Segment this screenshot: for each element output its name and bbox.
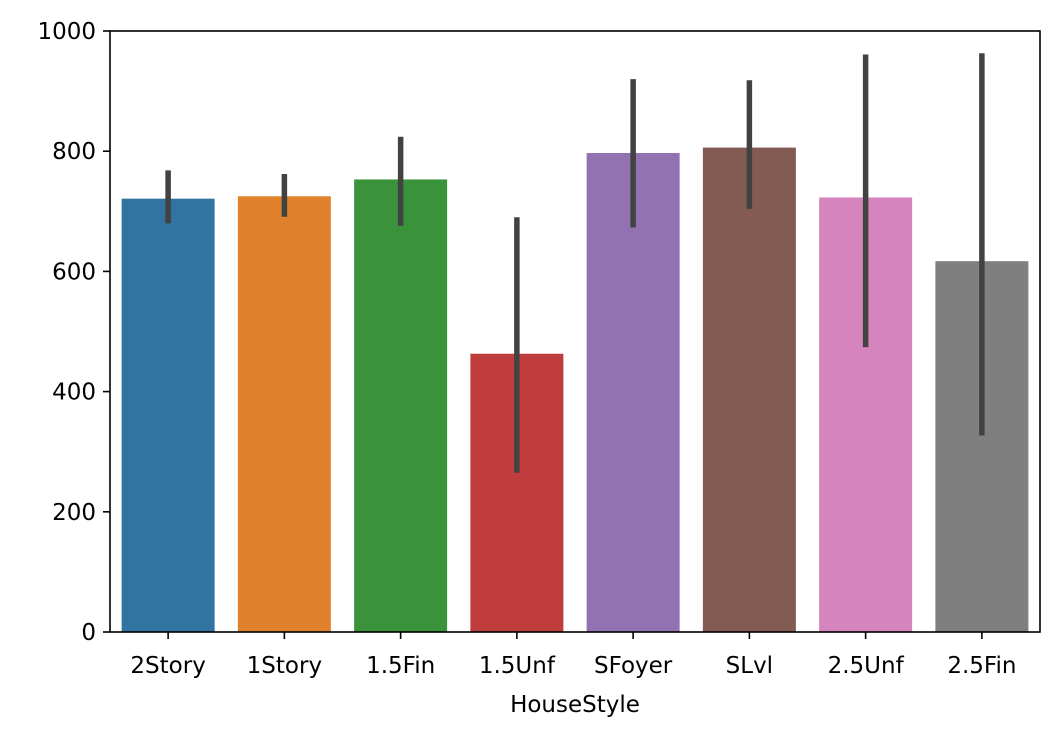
y-tick-label: 800 <box>52 139 96 165</box>
x-axis: 2Story 1Story 1.5Fin 1.5Unf SFoyer SLvl 2.5Unf… <box>130 632 1016 679</box>
error-bars-layer <box>165 53 985 473</box>
x-tick-label: 2.5Fin <box>947 653 1016 679</box>
bar-1.5Fin <box>354 179 448 632</box>
y-tick-label: 400 <box>52 380 96 406</box>
bars-layer <box>121 147 1029 633</box>
x-tick-label: SLvl <box>726 653 773 679</box>
x-tick-label: 1Story <box>247 653 322 679</box>
x-tick-label: 2Story <box>130 653 205 679</box>
x-tick-label: 2.5Unf <box>828 653 905 679</box>
bar-SFoyer <box>586 153 680 633</box>
y-tick-label: 600 <box>52 259 96 285</box>
plot-frame <box>109 30 1041 633</box>
bar-2Story <box>121 198 215 632</box>
y-tick-label: 0 <box>81 620 96 646</box>
x-axis-label: HouseStyle <box>510 692 640 718</box>
x-tick-label: 1.5Fin <box>366 653 435 679</box>
x-tick-label: SFoyer <box>594 653 673 679</box>
y-tick-label: 200 <box>52 500 96 526</box>
x-tick-label: 1.5Unf <box>479 653 556 679</box>
bar-1Story <box>237 196 331 632</box>
y-tick-label: 1000 <box>37 19 96 45</box>
bar-SLvl <box>702 147 796 632</box>
y-axis: 0 200 400 600 800 1000 <box>37 19 110 646</box>
